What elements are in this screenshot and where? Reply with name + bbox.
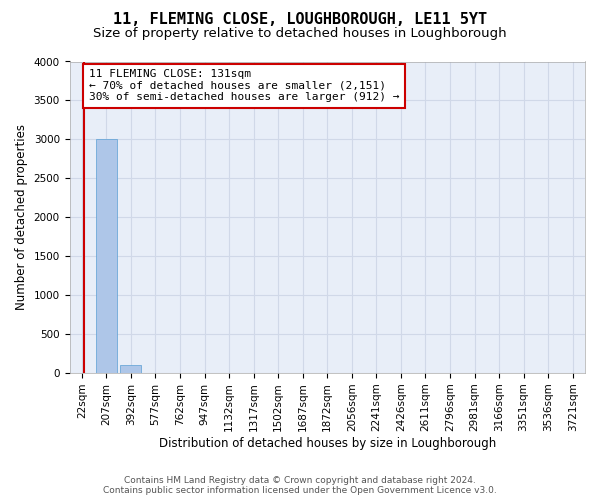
Y-axis label: Number of detached properties: Number of detached properties: [15, 124, 28, 310]
Text: 11, FLEMING CLOSE, LOUGHBOROUGH, LE11 5YT: 11, FLEMING CLOSE, LOUGHBOROUGH, LE11 5Y…: [113, 12, 487, 28]
Text: Contains HM Land Registry data © Crown copyright and database right 2024.
Contai: Contains HM Land Registry data © Crown c…: [103, 476, 497, 495]
X-axis label: Distribution of detached houses by size in Loughborough: Distribution of detached houses by size …: [158, 437, 496, 450]
Bar: [96, 140, 117, 373]
Text: 11 FLEMING CLOSE: 131sqm
← 70% of detached houses are smaller (2,151)
30% of sem: 11 FLEMING CLOSE: 131sqm ← 70% of detach…: [89, 70, 400, 102]
Bar: [121, 365, 142, 373]
Text: Size of property relative to detached houses in Loughborough: Size of property relative to detached ho…: [93, 28, 507, 40]
